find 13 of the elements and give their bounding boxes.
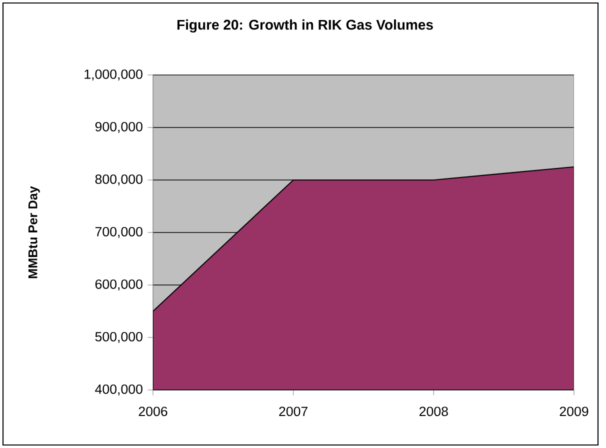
y-tick-label: 500,000 — [95, 332, 142, 344]
y-tick-label: 1,000,000 — [84, 69, 142, 81]
x-tick-label: 2007 — [279, 406, 308, 416]
x-tick-label: 2006 — [138, 406, 168, 416]
chart-title: Figure 20: Growth in RIK Gas Volumes — [177, 19, 433, 33]
y-tick-label: 900,000 — [95, 122, 142, 134]
y-tick-label: 600,000 — [95, 279, 142, 291]
y-axis-title: MMBtu Per Day — [28, 186, 40, 278]
y-tick-label: 800,000 — [95, 174, 142, 186]
y-tick-label: 700,000 — [95, 226, 142, 238]
x-tick-label: 2009 — [560, 406, 588, 416]
x-tick-label: 2008 — [420, 406, 448, 416]
y-tick-label: 400,000 — [95, 384, 142, 396]
